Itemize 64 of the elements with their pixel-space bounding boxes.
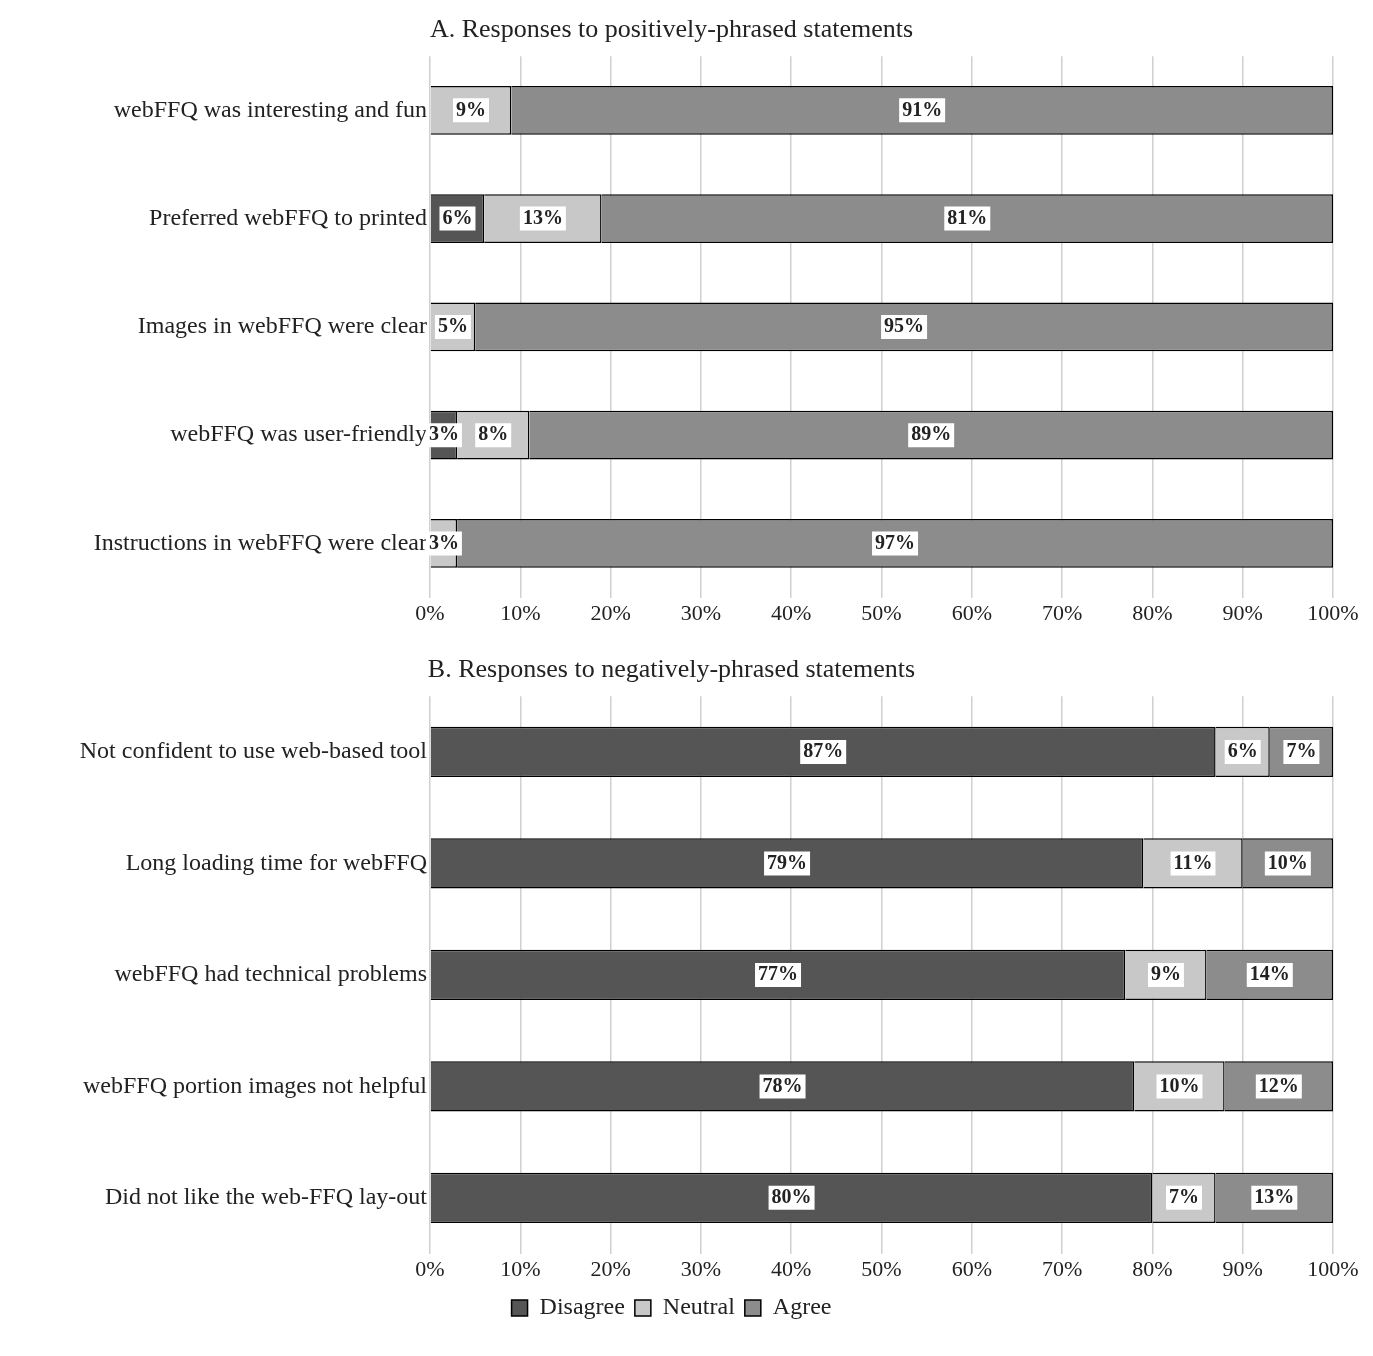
y-tick-label: Instructions in webFFQ were clear (93, 528, 427, 555)
data-label: 8% (478, 422, 509, 445)
data-label: 80% (771, 1185, 812, 1208)
x-tick-label: 30% (680, 599, 722, 625)
x-tick-label: 100% (1307, 599, 1359, 625)
data-label: 95% (884, 314, 925, 337)
data-label: 79% (767, 850, 808, 873)
y-tick-label: webFFQ had technical problems (114, 960, 427, 987)
y-tick-label: Did not like the web-FFQ lay-out (105, 1183, 428, 1210)
x-tick-label: 40% (771, 1255, 812, 1281)
x-tick-label: 50% (861, 1255, 902, 1281)
data-label: 11% (1173, 850, 1213, 873)
y-tick-label: Preferred webFFQ to printed (149, 203, 427, 230)
x-tick-label: 70% (1041, 599, 1083, 625)
chart-title: B. Responses to negatively-phrased statements (427, 654, 916, 684)
data-label: 9% (456, 97, 487, 120)
x-tick-label: 90% (1222, 1255, 1263, 1281)
chart-title: A. Responses to positively-phrased statements (429, 14, 914, 44)
x-tick-label: 10% (500, 1255, 541, 1281)
x-tick-label: 90% (1222, 599, 1263, 625)
x-tick-label: 60% (951, 1255, 992, 1281)
x-tick-label: 100% (1307, 1255, 1359, 1281)
y-tick-label: webFFQ was user-friendly (170, 420, 427, 447)
data-label: 5% (437, 314, 468, 337)
data-label: 3% (428, 422, 459, 445)
data-label: 10% (1159, 1073, 1200, 1096)
y-tick-label: Images in webFFQ were clear (137, 312, 427, 339)
x-tick-label: 60% (951, 599, 992, 625)
x-tick-label: 0% (415, 599, 445, 625)
x-tick-label: 20% (590, 1255, 631, 1281)
x-tick-label: 40% (771, 599, 812, 625)
data-label: 12% (1258, 1073, 1299, 1096)
y-tick-label: webFFQ portion images not helpful (83, 1071, 428, 1098)
data-label: 7% (1169, 1185, 1200, 1208)
y-tick-label: Not confident to use web-based tool (79, 737, 428, 764)
data-label: 13% (1254, 1185, 1295, 1208)
data-label: 81% (947, 205, 988, 228)
legend-label: Neutral (662, 1293, 736, 1320)
data-label: 91% (902, 97, 943, 120)
data-label: 77% (758, 962, 799, 985)
x-tick-label: 70% (1041, 1255, 1083, 1281)
x-tick-label: 20% (590, 599, 631, 625)
legend-label: Agree (772, 1293, 832, 1320)
data-label: 14% (1249, 962, 1290, 985)
x-tick-label: 0% (415, 1255, 445, 1281)
y-tick-label: webFFQ was interesting and fun (113, 95, 427, 122)
data-label: 89% (911, 422, 952, 445)
data-label: 6% (442, 205, 473, 228)
data-label: 78% (762, 1073, 803, 1096)
data-label: 7% (1286, 739, 1317, 762)
y-tick-label: Long loading time for webFFQ (125, 848, 427, 875)
data-label: 13% (522, 205, 563, 228)
data-label: 97% (875, 530, 916, 553)
x-tick-label: 80% (1132, 1255, 1173, 1281)
data-label: 3% (428, 530, 459, 553)
x-tick-label: 10% (500, 599, 541, 625)
data-label: 9% (1150, 962, 1181, 985)
legend-label: Disagree (539, 1293, 625, 1320)
data-label: 87% (803, 739, 844, 762)
x-tick-label: 50% (861, 599, 902, 625)
data-label: 10% (1267, 850, 1308, 873)
data-label: 6% (1227, 739, 1258, 762)
x-tick-label: 30% (680, 1255, 722, 1281)
x-tick-label: 80% (1132, 599, 1173, 625)
